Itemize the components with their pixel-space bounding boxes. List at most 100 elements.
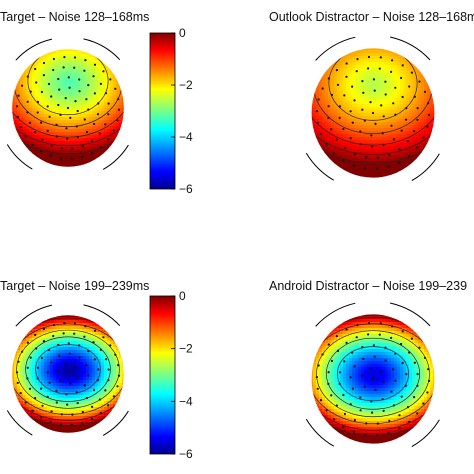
head-outline <box>305 302 440 448</box>
electrode-dot <box>96 113 100 116</box>
electrode-dot <box>317 364 320 367</box>
electrode-dot <box>83 118 86 121</box>
electrode-dot <box>104 92 108 95</box>
electrode-dot <box>356 324 359 327</box>
electrode-dot <box>321 353 324 356</box>
electrode-dot <box>335 69 338 72</box>
electrode-dot <box>422 136 425 139</box>
electrode-dot <box>47 82 51 86</box>
electrode-dot <box>316 121 319 124</box>
electrode-dot <box>26 366 29 369</box>
electrode-dot <box>390 124 393 127</box>
electrode-dot <box>78 78 81 81</box>
electrode-dot <box>382 115 385 118</box>
electrode-dot <box>73 332 76 335</box>
electrode-dot <box>81 410 84 414</box>
electrode-dot <box>423 356 427 359</box>
electrode-dot <box>109 344 112 347</box>
electrode-dot <box>21 84 24 87</box>
electrode-dot <box>48 115 51 118</box>
electrode-dot <box>381 398 384 401</box>
electrode-dot <box>382 409 385 412</box>
electrode-dot <box>87 108 90 111</box>
electrode-dot <box>91 405 94 408</box>
electrode-dot <box>63 322 66 325</box>
electrode-dot <box>50 95 53 98</box>
electrode-dot <box>381 132 384 135</box>
electrode-dot <box>413 396 416 399</box>
electrode-dot <box>107 113 110 116</box>
colorbar-tick-label: −6 <box>179 182 193 196</box>
electrode-dot <box>29 90 32 93</box>
electrode-dot <box>351 121 354 124</box>
electrode-dot <box>66 372 70 376</box>
electrode-dot <box>394 352 397 355</box>
electrode-dot <box>423 90 427 93</box>
electrode-dot <box>384 93 387 96</box>
electrode-dot <box>93 122 96 126</box>
electrode-dot <box>392 404 395 407</box>
electrode-dot <box>34 67 37 71</box>
electrode-dot <box>427 102 430 105</box>
electrode-dot <box>46 105 49 108</box>
electrode-dot <box>35 81 38 84</box>
electrode-dot <box>365 422 368 425</box>
electrode-dot <box>401 361 404 365</box>
colorbar-tick-label: −2 <box>179 342 193 356</box>
electrode-dot <box>343 360 346 363</box>
electrode-dot <box>34 397 37 400</box>
electrode-dot <box>52 323 56 327</box>
electrode-dot <box>64 363 67 366</box>
electrode-dot <box>109 78 112 81</box>
electrode-dot <box>401 95 404 99</box>
electrode-dot <box>75 391 78 394</box>
electrode-dot <box>117 98 120 101</box>
electrode-dot <box>104 358 108 361</box>
colorbar-tick-label: −4 <box>179 130 193 144</box>
electrode-dot <box>342 425 345 428</box>
topomap-panel-target-early: Target – Noise 128–168ms <box>0 10 149 170</box>
electrode-dot <box>362 357 365 360</box>
panel-title: Target – Noise 199–239ms <box>0 279 149 293</box>
electrode-dot <box>36 100 40 103</box>
electrode-dot <box>413 95 416 98</box>
electrode-dot <box>364 167 367 170</box>
electrode-dot <box>416 107 419 110</box>
electrode-dot <box>404 118 408 121</box>
electrode-dot <box>93 388 96 392</box>
electrode-dot <box>55 135 58 138</box>
electrode-dot <box>342 393 345 397</box>
electrode-dot <box>92 341 95 344</box>
electrode-dot <box>361 374 364 377</box>
contour-lines <box>311 314 435 437</box>
electrode-dot <box>57 77 60 81</box>
electrode-dot <box>26 377 29 380</box>
electrode-dot <box>418 80 421 83</box>
electrode-dot <box>391 325 394 328</box>
electrode-markers <box>315 55 431 171</box>
electrode-dot <box>363 385 366 388</box>
electrode-dot <box>367 333 370 336</box>
electrode-dot <box>78 90 81 93</box>
electrode-dot <box>330 359 333 362</box>
electrode-dot <box>359 409 362 412</box>
electrode-dot <box>376 422 379 425</box>
electrode-dot <box>416 146 419 149</box>
electrode-dot <box>379 56 382 59</box>
electrode-dot <box>52 68 55 72</box>
electrode-dot <box>390 390 393 393</box>
electrode-dot <box>422 402 425 405</box>
electrode-dot <box>40 121 43 124</box>
electrode-dot <box>78 344 81 347</box>
electrode-dot <box>24 401 27 404</box>
electrode-dot <box>338 371 342 374</box>
electrode-dot <box>390 70 393 73</box>
electrode-dot <box>104 123 107 126</box>
electrode-dot <box>91 139 94 142</box>
electrode-dot <box>333 152 336 155</box>
electrode-dot <box>367 321 371 325</box>
electrode-dot <box>40 387 43 390</box>
electrode-dot <box>31 409 34 412</box>
electrode-dot <box>85 364 88 367</box>
